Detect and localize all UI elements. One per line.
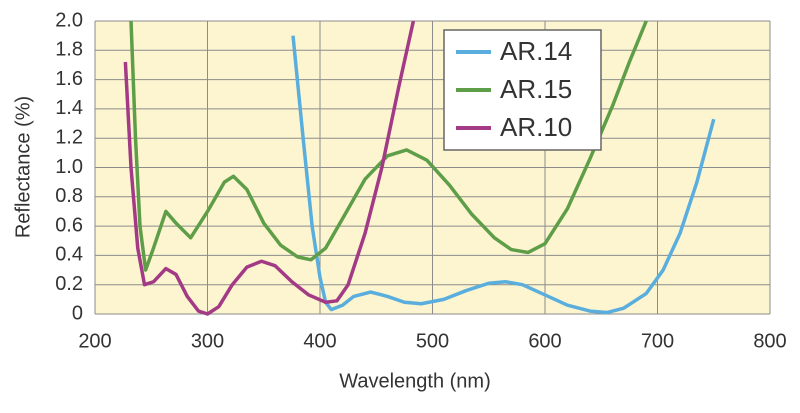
x-tick-label: 700 (641, 330, 674, 352)
y-tick-label: 1.8 (55, 39, 83, 61)
y-tick-label: 0 (72, 302, 83, 324)
line-series (291, 35, 716, 315)
y-tick-label: 1.6 (55, 68, 83, 90)
x-tick-label: 400 (303, 330, 336, 352)
y-tick-label: 0.4 (55, 244, 83, 266)
y-tick-label: 0.2 (55, 273, 83, 295)
y-tick-label: 0.8 (55, 185, 83, 207)
line-series (129, 20, 648, 272)
y-tick-label: 0.6 (55, 214, 83, 236)
x-tick-label: 200 (78, 330, 111, 352)
legend-label: AR.14 (500, 36, 572, 66)
y-tick-label: 1.2 (55, 126, 83, 148)
legend-label: AR.10 (500, 112, 572, 142)
x-tick-label: 600 (528, 330, 561, 352)
x-axis-label: Wavelength (nm) (339, 370, 491, 392)
legend-label: AR.15 (500, 74, 572, 104)
y-tick-label: 1.4 (55, 97, 83, 119)
x-tick-label: 300 (191, 330, 224, 352)
y-tick-label: 1.0 (55, 156, 83, 178)
y-tick-label: 2.0 (55, 9, 83, 31)
y-axis-label: Reflectance (%) (12, 96, 34, 238)
line-series (123, 20, 416, 316)
x-tick-label: 800 (753, 330, 786, 352)
x-tick-label: 500 (416, 330, 449, 352)
